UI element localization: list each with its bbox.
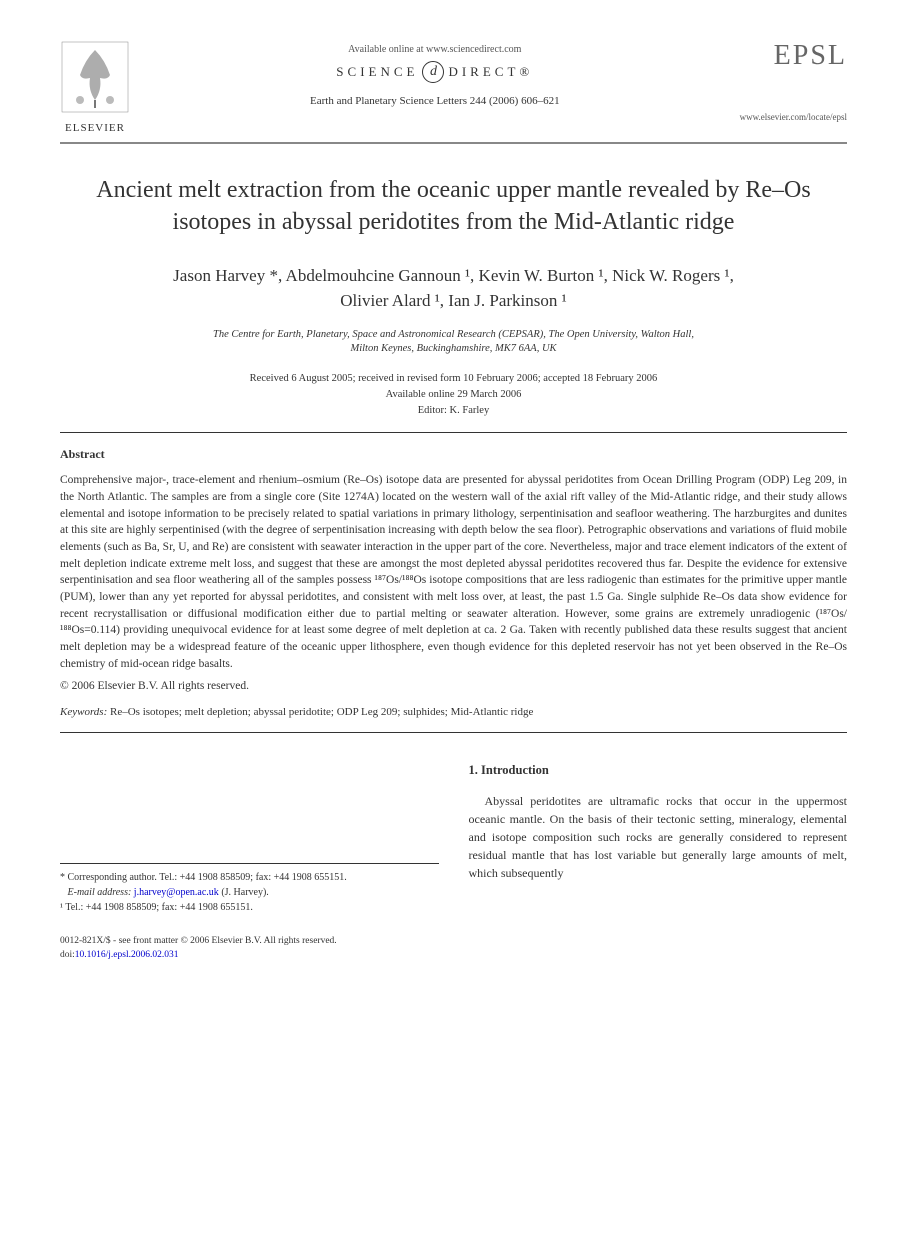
abstract-rule-top	[60, 432, 847, 433]
elsevier-label: ELSEVIER	[60, 122, 130, 134]
sd-left: SCIENCE	[336, 64, 418, 80]
affiliation-line1: The Centre for Earth, Planetary, Space a…	[213, 329, 694, 340]
abstract-heading: Abstract	[60, 447, 847, 462]
dates-received: Received 6 August 2005; received in revi…	[250, 373, 658, 384]
section-1-heading: 1. Introduction	[469, 763, 848, 778]
issn-line: 0012-821X/$ - see front matter © 2006 El…	[60, 935, 847, 948]
corresponding-author-note: * Corresponding author. Tel.: +44 1908 8…	[60, 870, 439, 885]
elsevier-tree-logo	[60, 40, 130, 120]
email-line: E-mail address: j.harvey@open.ac.uk (J. …	[60, 885, 439, 900]
keywords: Keywords: Re–Os isotopes; melt depletion…	[60, 706, 847, 718]
copyright-line: © 2006 Elsevier B.V. All rights reserved…	[60, 680, 847, 692]
two-column-body: * Corresponding author. Tel.: +44 1908 8…	[60, 763, 847, 915]
abstract-rule-bottom	[60, 732, 847, 733]
journal-abbrev: EPSL	[740, 40, 847, 72]
authors-line1: Jason Harvey *, Abdelmouhcine Gannoun ¹,…	[173, 266, 734, 285]
doi-label: doi:	[60, 950, 75, 960]
left-column: * Corresponding author. Tel.: +44 1908 8…	[60, 763, 439, 915]
email-link[interactable]: j.harvey@open.ac.uk	[134, 887, 219, 898]
publication-dates: Received 6 August 2005; received in revi…	[60, 371, 847, 418]
abstract-text: Comprehensive major-, trace-element and …	[60, 472, 847, 672]
journal-url: www.elsevier.com/locate/epsl	[740, 112, 847, 122]
article-title: Ancient melt extraction from the oceanic…	[80, 174, 827, 239]
sd-icon: d	[422, 61, 444, 83]
page-footer: 0012-821X/$ - see front matter © 2006 El…	[60, 935, 847, 962]
section-1-paragraph: Abyssal peridotites are ultramafic rocks…	[469, 792, 848, 882]
header-center: Available online at www.sciencedirect.co…	[130, 40, 740, 107]
tel-note: ¹ Tel.: +44 1908 858509; fax: +44 1908 6…	[60, 900, 439, 915]
email-suffix: (J. Harvey).	[221, 887, 268, 898]
header-rule	[60, 142, 847, 144]
authors: Jason Harvey *, Abdelmouhcine Gannoun ¹,…	[60, 263, 847, 314]
elsevier-block: ELSEVIER	[60, 40, 130, 134]
doi-link[interactable]: 10.1016/j.epsl.2006.02.031	[75, 950, 179, 960]
available-online-text: Available online at www.sciencedirect.co…	[130, 44, 740, 55]
footnotes: * Corresponding author. Tel.: +44 1908 8…	[60, 863, 439, 915]
authors-line2: Olivier Alard ¹, Ian J. Parkinson ¹	[340, 291, 566, 310]
affiliation: The Centre for Earth, Planetary, Space a…	[60, 328, 847, 357]
dates-available: Available online 29 March 2006	[386, 389, 522, 400]
header-row: ELSEVIER Available online at www.science…	[60, 40, 847, 134]
email-label: E-mail address:	[68, 887, 132, 898]
right-column: 1. Introduction Abyssal peridotites are …	[469, 763, 848, 915]
affiliation-line2: Milton Keynes, Buckinghamshire, MK7 6AA,…	[350, 343, 556, 354]
keywords-list: Re–Os isotopes; melt depletion; abyssal …	[110, 706, 533, 718]
doi-line: doi:10.1016/j.epsl.2006.02.031	[60, 949, 847, 962]
sd-right: DIRECT®	[448, 64, 533, 80]
journal-logo-block: EPSL www.elsevier.com/locate/epsl	[740, 40, 847, 122]
dates-editor: Editor: K. Farley	[418, 405, 489, 416]
sciencedirect-logo: SCIENCE d DIRECT®	[336, 61, 533, 83]
journal-reference: Earth and Planetary Science Letters 244 …	[130, 95, 740, 107]
keywords-label: Keywords:	[60, 706, 107, 718]
